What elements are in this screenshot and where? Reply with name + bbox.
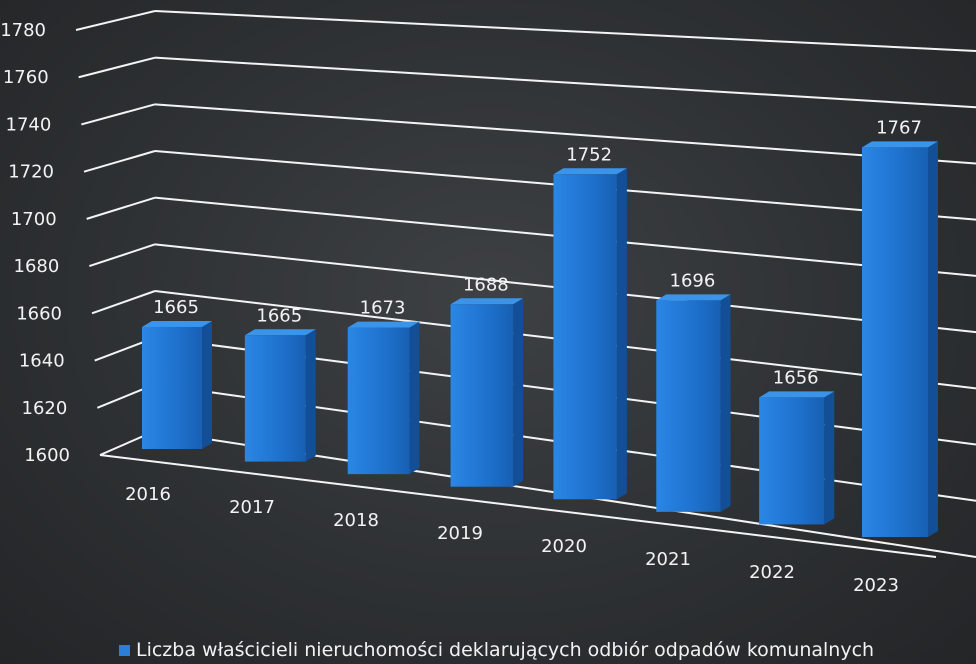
- gridline-connector: [81, 103, 156, 126]
- legend-swatch: [119, 644, 130, 656]
- data-label: 1696: [670, 270, 716, 291]
- x-tick-label: 2022: [749, 562, 795, 583]
- data-label: 1656: [773, 367, 819, 388]
- y-tick-label: 1660: [16, 303, 62, 324]
- x-tick-label: 2017: [229, 497, 275, 518]
- data-label: 1688: [463, 274, 509, 295]
- y-tick-label: 1600: [24, 445, 70, 466]
- gridline-connector: [83, 150, 156, 173]
- bar: [862, 141, 938, 538]
- bar: [450, 298, 524, 487]
- gridline-connector: [89, 243, 156, 268]
- y-tick-label: 1620: [22, 398, 68, 419]
- bar: [142, 320, 212, 449]
- data-label: 1752: [566, 144, 612, 165]
- bar: [656, 294, 731, 512]
- gridline-connector: [75, 10, 156, 31]
- gridline-connector: [91, 290, 156, 315]
- y-tick-label: 1700: [11, 209, 57, 230]
- bar: [759, 391, 835, 525]
- bar: [244, 329, 316, 462]
- data-label: 1673: [360, 298, 406, 319]
- bar: [347, 321, 420, 475]
- legend: Liczba właścicieli nieruchomości deklaru…: [119, 638, 874, 662]
- x-axis-line: [99, 454, 937, 558]
- y-tick-label: 1720: [8, 162, 54, 183]
- legend-label: Liczba właścicieli nieruchomości deklaru…: [136, 639, 875, 661]
- y-tick-label: 1640: [19, 351, 65, 372]
- x-tick-label: 2020: [541, 536, 587, 557]
- y-tick-label: 1740: [6, 114, 52, 135]
- x-tick-label: 2021: [645, 549, 691, 570]
- gridline: [154, 56, 976, 109]
- data-label: 1665: [153, 297, 199, 318]
- gridline: [154, 103, 976, 165]
- x-tick-label: 2016: [125, 484, 171, 505]
- gridline-connector: [86, 196, 156, 220]
- y-tick-label: 1760: [3, 67, 49, 88]
- data-label: 1767: [876, 117, 922, 138]
- x-tick-label: 2023: [853, 575, 899, 596]
- gridline-connector: [78, 56, 156, 79]
- gridline: [154, 10, 976, 52]
- x-tick-label: 2018: [333, 510, 379, 531]
- bar: [553, 168, 627, 500]
- x-tick-label: 2019: [437, 523, 483, 544]
- y-tick-label: 1780: [0, 20, 46, 41]
- y-tick-label: 1680: [14, 256, 60, 277]
- data-label: 1665: [256, 305, 302, 326]
